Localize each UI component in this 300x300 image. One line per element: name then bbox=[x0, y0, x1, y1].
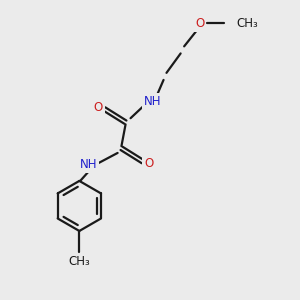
Text: O: O bbox=[195, 17, 205, 30]
Text: O: O bbox=[144, 157, 153, 170]
Text: CH₃: CH₃ bbox=[68, 255, 90, 268]
Text: NH: NH bbox=[144, 95, 161, 108]
Text: NH: NH bbox=[80, 158, 97, 171]
Text: CH₃: CH₃ bbox=[236, 17, 258, 30]
Text: O: O bbox=[94, 101, 103, 114]
